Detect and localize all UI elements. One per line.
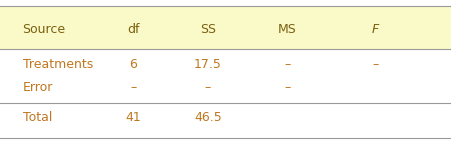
Text: –: – [283,58,290,71]
Text: –: – [371,58,377,71]
Text: Source: Source [23,23,65,36]
Text: 46.5: 46.5 [193,111,221,124]
Text: 41: 41 [125,111,141,124]
Bar [0,6,451,49]
Text: –: – [283,81,290,94]
Text: MS: MS [277,23,296,36]
Text: SS: SS [199,23,216,36]
Text: Treatments: Treatments [23,58,92,71]
Text: Error: Error [23,81,53,94]
Text: df: df [127,23,139,36]
Text: –: – [130,81,136,94]
Text: Total: Total [23,111,52,124]
Text: 17.5: 17.5 [193,58,221,71]
Text: 6: 6 [129,58,137,71]
Text: –: – [204,81,211,94]
Text: F: F [371,23,378,36]
